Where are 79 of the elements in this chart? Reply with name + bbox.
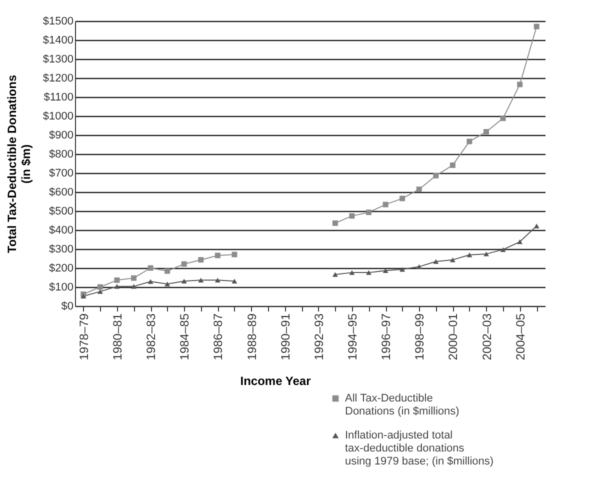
legend-label: All Tax-Deductible Donations (in $millions) (345, 392, 460, 418)
point (433, 259, 439, 264)
x-axis-title: Income Year (240, 374, 312, 388)
point (517, 82, 523, 88)
point (517, 239, 523, 244)
y-axis-title: Total Tax-Deductible Donations (in $m) (4, 74, 33, 254)
y-tick-label: $1100 (44, 92, 74, 104)
point (349, 213, 355, 219)
y-tick-label: $0 (61, 300, 74, 312)
point (534, 24, 540, 30)
y-tick-label: $1300 (42, 54, 74, 66)
point (232, 278, 238, 284)
point (484, 252, 489, 256)
point (366, 210, 372, 216)
y-tick-label: $100 (49, 282, 74, 294)
y-tick-label: $1200 (42, 72, 74, 84)
x-tick-label: 1982–83 (144, 313, 158, 360)
point (534, 224, 540, 228)
point (466, 252, 472, 258)
y-tick-label: $700 (49, 168, 74, 180)
point (114, 277, 120, 283)
x-tick-label: 1998–99 (412, 313, 427, 360)
point (400, 266, 406, 272)
point (450, 162, 456, 168)
x-tick-label: 1984–85 (178, 313, 192, 360)
y-tick-label: $1000 (42, 110, 74, 122)
x-tick-label: 1994–95 (345, 313, 360, 360)
y-tick-label: $600 (49, 186, 74, 198)
y-tick-label: $1400 (42, 34, 74, 46)
point (366, 270, 372, 275)
y-tick-label: $1500 (42, 16, 74, 28)
y-tick-label: $300 (49, 244, 74, 256)
x-tick-label: 1980–81 (110, 313, 124, 360)
point (97, 284, 103, 290)
point (164, 282, 170, 286)
point (214, 278, 220, 283)
x-tick-label: 2004–05 (513, 313, 528, 360)
point (500, 247, 506, 252)
point (382, 202, 388, 208)
point (332, 272, 338, 277)
point (148, 279, 154, 284)
x-tick-label: 1986–87 (211, 313, 226, 360)
point (131, 275, 136, 281)
x-tick-label: 1996–97 (379, 313, 394, 360)
point (466, 138, 472, 144)
x-tick-label: 1978–79 (76, 313, 91, 360)
point (332, 220, 338, 226)
point (80, 294, 86, 298)
point (232, 252, 238, 258)
x-tick-label: 1990–91 (278, 313, 292, 360)
point (433, 172, 439, 178)
point (450, 257, 456, 262)
x-tick-label: 2000–01 (446, 313, 460, 360)
point (131, 284, 136, 289)
x-tick-label: 1988–89 (244, 313, 259, 360)
x-tick-label: 1992–93 (312, 313, 326, 360)
y-tick-label: $500 (49, 206, 74, 218)
point (484, 129, 489, 135)
point (198, 278, 204, 283)
x-tick-label: 2002–03 (480, 313, 494, 360)
point (214, 252, 220, 258)
point (114, 284, 120, 289)
y-tick-label: $800 (49, 148, 74, 160)
point (164, 268, 170, 274)
legend-label: Inflation-adjusted total tax-deductible donations using 1979 base; (in $millions) (345, 430, 494, 468)
point (198, 257, 204, 263)
y-tick-label: $900 (49, 130, 74, 142)
y-tick-label: $200 (49, 262, 74, 274)
point (148, 265, 154, 271)
point (382, 268, 388, 274)
point (416, 186, 422, 192)
point (97, 289, 103, 294)
point (416, 264, 422, 270)
y-tick-label: $400 (49, 224, 74, 236)
point (500, 116, 506, 122)
point (400, 196, 406, 202)
point (181, 261, 187, 267)
point (349, 270, 355, 275)
point (181, 278, 187, 284)
